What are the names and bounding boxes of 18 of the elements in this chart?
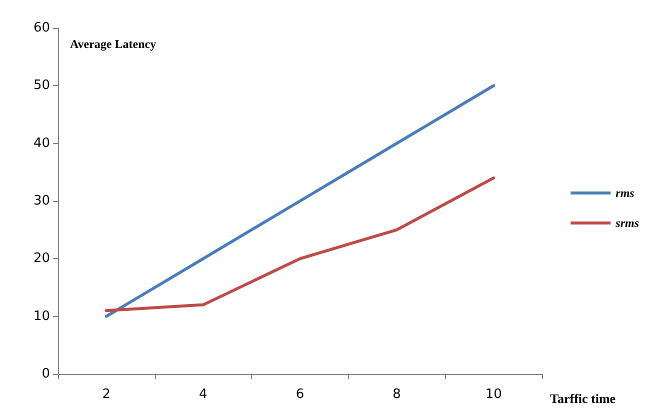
y-tick-label: 40 [33, 136, 50, 151]
x-tick-label: 6 [296, 387, 304, 402]
x-tick-label: 4 [199, 387, 208, 402]
y-tick-label: 0 [42, 366, 50, 382]
x-axis-title: Tarffic time [550, 391, 616, 406]
y-axis-title: Average Latency [70, 37, 156, 51]
x-tick-label: 2 [102, 387, 111, 402]
y-tick-label: 50 [33, 78, 50, 94]
y-tick-label: 30 [33, 194, 50, 208]
legend-label: srms [614, 216, 640, 230]
x-tick-label: 10 [485, 387, 502, 402]
legend-label: rms [616, 186, 635, 200]
x-tick-label: 8 [392, 387, 401, 402]
line-series [104, 84, 496, 318]
y-tick-label: 10 [33, 308, 50, 324]
y-tick-label: 20 [33, 251, 50, 266]
line-series [104, 176, 496, 312]
y-tick-label: 60 [33, 20, 50, 36]
